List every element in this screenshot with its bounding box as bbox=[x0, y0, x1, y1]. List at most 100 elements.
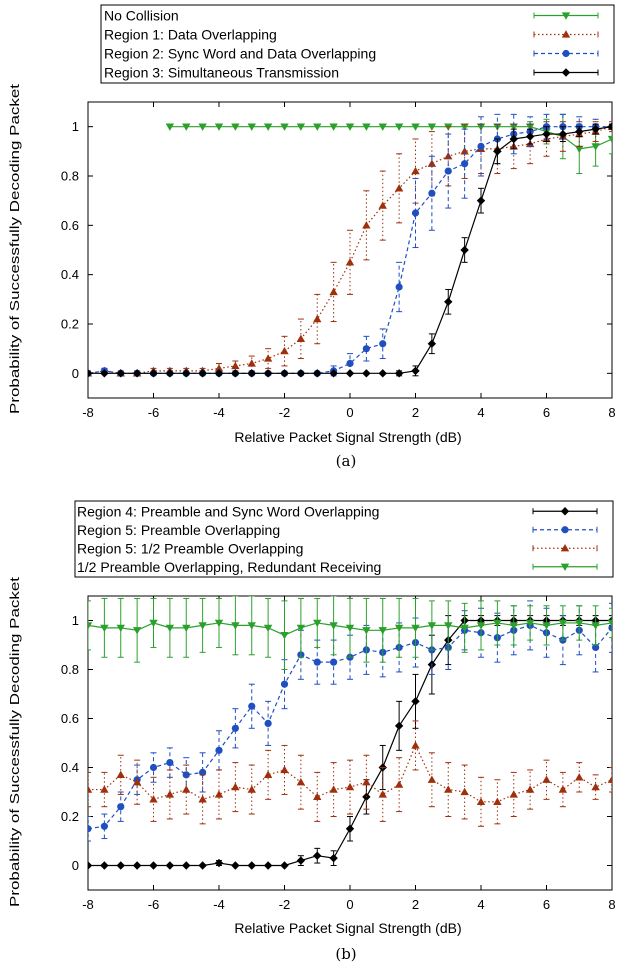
data-point bbox=[493, 147, 502, 156]
legend-box bbox=[74, 500, 614, 578]
data-point bbox=[362, 123, 371, 131]
x-tick-label: 0 bbox=[346, 897, 353, 912]
data-point bbox=[165, 369, 175, 378]
data-point bbox=[394, 624, 404, 633]
error-bar bbox=[609, 123, 612, 130]
error-bar bbox=[265, 348, 272, 369]
data-point bbox=[100, 624, 109, 633]
y-tick-label: 0.2 bbox=[61, 809, 79, 824]
y-tick-label: 0.8 bbox=[61, 169, 79, 184]
error-bar bbox=[379, 170, 386, 241]
data-point bbox=[608, 624, 612, 632]
data-point bbox=[509, 134, 518, 144]
legend-item: No Collision bbox=[104, 8, 599, 24]
data-point bbox=[263, 369, 273, 378]
data-point bbox=[394, 780, 404, 788]
legend-marker bbox=[561, 526, 569, 534]
data-point bbox=[280, 680, 289, 688]
data-point bbox=[525, 132, 535, 141]
data-point bbox=[345, 258, 355, 266]
data-point bbox=[165, 790, 175, 798]
error-bar bbox=[232, 708, 239, 749]
data-point bbox=[362, 369, 371, 378]
data-point bbox=[394, 184, 404, 192]
data-point bbox=[379, 340, 387, 348]
error-bar bbox=[199, 752, 206, 793]
data-point bbox=[214, 858, 224, 868]
data-point bbox=[427, 159, 437, 167]
data-point bbox=[182, 861, 191, 870]
legend-marker bbox=[560, 507, 570, 516]
legend-marker bbox=[560, 544, 570, 552]
data-point bbox=[394, 369, 404, 378]
legend: Region 4: Preamble and Sync Word Overlap… bbox=[74, 500, 614, 578]
data-point bbox=[362, 627, 371, 635]
data-point bbox=[461, 160, 469, 168]
data-point bbox=[296, 334, 306, 342]
legend-item: Region 5: 1/2 Preamble Overlapping bbox=[77, 540, 598, 556]
data-point bbox=[100, 369, 109, 378]
data-point bbox=[296, 778, 306, 786]
error-bar bbox=[396, 153, 403, 224]
x-tick-label: 8 bbox=[608, 405, 615, 420]
data-point bbox=[509, 790, 518, 798]
legend-item: Region 2: Sync Word and Data Overlapping bbox=[104, 46, 599, 62]
data-point bbox=[444, 785, 453, 793]
data-point bbox=[247, 359, 256, 367]
data-point bbox=[345, 824, 355, 833]
data-point bbox=[329, 622, 338, 630]
error-bar bbox=[609, 602, 612, 653]
error-bar bbox=[330, 762, 337, 817]
data-point bbox=[280, 369, 289, 378]
data-point bbox=[296, 624, 306, 633]
error-bar bbox=[510, 113, 517, 155]
data-point bbox=[166, 759, 174, 767]
error-bar bbox=[461, 764, 468, 820]
data-point bbox=[558, 619, 568, 628]
chart-panel-b: -8 -6 -4 -2 0 2 4 6 8 0 0.2 0.4 0.6 0.8 1 Relative Pack… bbox=[7, 500, 616, 963]
data-point bbox=[575, 773, 584, 781]
error-bar bbox=[88, 816, 91, 842]
data-point bbox=[345, 782, 355, 791]
data-point bbox=[558, 785, 568, 793]
data-point bbox=[493, 619, 502, 628]
data-point bbox=[280, 861, 289, 870]
data-point bbox=[428, 189, 436, 197]
legend-label: No Collision bbox=[104, 8, 179, 24]
data-point bbox=[378, 627, 387, 635]
data-point bbox=[345, 123, 355, 131]
y-tick-label: 0.4 bbox=[61, 760, 79, 775]
x-tick-label: 4 bbox=[477, 897, 484, 912]
data-point bbox=[394, 721, 404, 731]
data-point bbox=[313, 658, 321, 666]
data-point bbox=[607, 775, 612, 783]
error-bar bbox=[527, 769, 534, 810]
data-point bbox=[444, 123, 453, 131]
data-point bbox=[476, 196, 486, 205]
data-point bbox=[198, 622, 207, 630]
data-point bbox=[313, 619, 322, 628]
y-tick-label: 0.6 bbox=[61, 711, 79, 726]
data-point bbox=[116, 861, 125, 870]
data-point bbox=[346, 359, 354, 368]
data-point bbox=[165, 123, 175, 131]
data-point bbox=[231, 369, 240, 378]
data-point bbox=[263, 354, 273, 362]
legend-label: Region 3: Simultaneous Transmission bbox=[104, 65, 339, 81]
x-tick-label: -4 bbox=[213, 897, 225, 912]
data-point bbox=[575, 619, 584, 628]
data-point bbox=[248, 702, 256, 710]
legend-item: 1/2 Preamble Overlapping, Redundant Rece… bbox=[77, 559, 598, 575]
data-point bbox=[607, 122, 612, 131]
legend-marker bbox=[562, 49, 570, 58]
series-4 bbox=[88, 122, 612, 378]
legend-box bbox=[100, 4, 615, 84]
data-point bbox=[132, 627, 142, 635]
data-point bbox=[149, 795, 158, 803]
data-point bbox=[460, 147, 469, 155]
data-point bbox=[280, 632, 289, 640]
data-point bbox=[165, 624, 175, 633]
x-axis-label: Relative Packet Signal Strength (dB) bbox=[234, 429, 461, 445]
y-tick-label: 1 bbox=[72, 613, 79, 628]
